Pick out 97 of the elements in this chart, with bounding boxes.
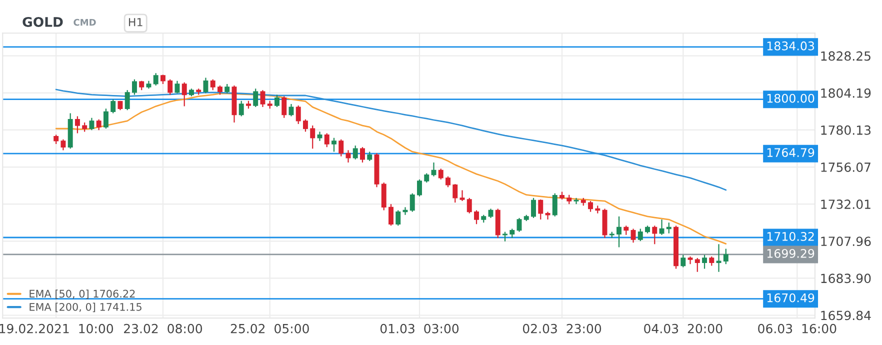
candlestick [367, 151, 372, 162]
candlestick [153, 72, 158, 86]
legend-label: EMA [50, 0] 1706.22 [30, 290, 135, 299]
candlestick [74, 116, 80, 134]
candlestick [531, 197, 536, 219]
candlestick [168, 78, 173, 96]
candlestick [516, 217, 522, 232]
candlestick [588, 200, 593, 212]
candlestick [139, 80, 144, 91]
candlestick [624, 225, 629, 236]
ref-line-label: 1710.32 [767, 232, 814, 241]
candlestick [60, 138, 66, 151]
candlestick [288, 103, 294, 117]
candlestick [96, 118, 102, 131]
ref-line-label: 1699.29 [767, 248, 814, 258]
candlestick [338, 138, 344, 157]
y-tick-label: 1659.84 [821, 310, 871, 320]
x-tick-label: 06.03 16:00 [758, 324, 836, 334]
y-tick-label: 1683.90 [821, 274, 871, 284]
candlestick [160, 74, 166, 85]
candlestick [332, 137, 336, 152]
candlestick [694, 257, 700, 272]
candlestick [716, 244, 722, 272]
candlestick [310, 124, 316, 150]
candlestick [417, 178, 422, 197]
candlestick [182, 82, 187, 107]
y-tick-label: 1804.19 [821, 88, 871, 98]
candlestick [110, 98, 116, 114]
candlestick [174, 80, 180, 94]
candlestick [510, 228, 515, 239]
y-tick-label: 1707.96 [821, 236, 871, 246]
x-tick-label: 25.02 05:00 [230, 324, 309, 334]
candlestick [709, 256, 714, 266]
ref-line-label: 1670.49 [767, 293, 814, 302]
candlestick [616, 216, 622, 248]
candlestick [410, 192, 415, 212]
candlestick [538, 198, 544, 220]
ref-line-label: 1834.03 [767, 41, 814, 50]
candlestick [324, 132, 330, 148]
candlestick [723, 248, 728, 265]
candlestick [253, 88, 258, 108]
candlestick [381, 182, 386, 211]
candlestick [303, 118, 308, 132]
legend-label: EMA [200, 0] 1741.15 [30, 302, 142, 312]
candlestick [638, 228, 643, 242]
candlestick [360, 146, 365, 164]
candlestick [666, 222, 672, 234]
candlestick [224, 83, 230, 94]
x-tick-label: 01.03 03:00 [380, 324, 459, 334]
candlestick [352, 145, 358, 160]
candlestick [452, 184, 458, 204]
x-tick-label: 02.03 23:00 [522, 324, 602, 334]
candlestick [82, 122, 88, 132]
candlestick [89, 117, 94, 131]
candlestick [460, 190, 465, 202]
y-tick-label: 1780.13 [821, 125, 871, 135]
x-tick-label: 23.02 08:00 [124, 324, 202, 334]
candlestick [466, 197, 472, 214]
candlestick [702, 254, 708, 270]
candlestick [502, 231, 508, 242]
candlestick [238, 100, 244, 117]
y-tick-label: 1756.07 [821, 162, 870, 172]
candlestick [396, 210, 401, 226]
x-tick-label: 04.03 20:00 [644, 324, 722, 334]
candlestick [282, 96, 287, 118]
line-series [55, 92, 727, 245]
candlestick [203, 77, 208, 94]
candlestick [659, 218, 664, 236]
candlestick [296, 104, 301, 125]
candlestick [566, 194, 572, 205]
candlestick [210, 78, 216, 91]
candlestick [260, 90, 266, 108]
candlestick [680, 254, 686, 268]
candlestick [574, 197, 579, 205]
candlestick [424, 172, 430, 184]
candlestick [552, 192, 558, 217]
candlestick [652, 225, 658, 245]
chart-title: GOLD [22, 16, 63, 27]
chart-subtitle: CMD [74, 18, 96, 26]
ref-line-label: 1764.79 [767, 148, 814, 158]
candlestick [630, 228, 636, 244]
text: H1 [128, 18, 142, 26]
candlestick [438, 168, 444, 180]
y-tick-label: 1732.01 [821, 200, 870, 210]
y-tick-label: 1828.25 [821, 51, 870, 61]
candlestick [488, 208, 494, 219]
candlestick [474, 210, 479, 225]
candlestick [274, 94, 280, 108]
candlestick [217, 84, 222, 96]
candlestick [103, 108, 108, 130]
candlestick [124, 90, 130, 111]
ref-line-label: 1800.00 [767, 94, 814, 103]
candlestick [132, 78, 137, 96]
candlestick [388, 204, 394, 226]
candlestick [54, 134, 59, 145]
x-tick-label: 19.02.2021 10:00 [0, 324, 114, 334]
candlestick [446, 176, 450, 188]
